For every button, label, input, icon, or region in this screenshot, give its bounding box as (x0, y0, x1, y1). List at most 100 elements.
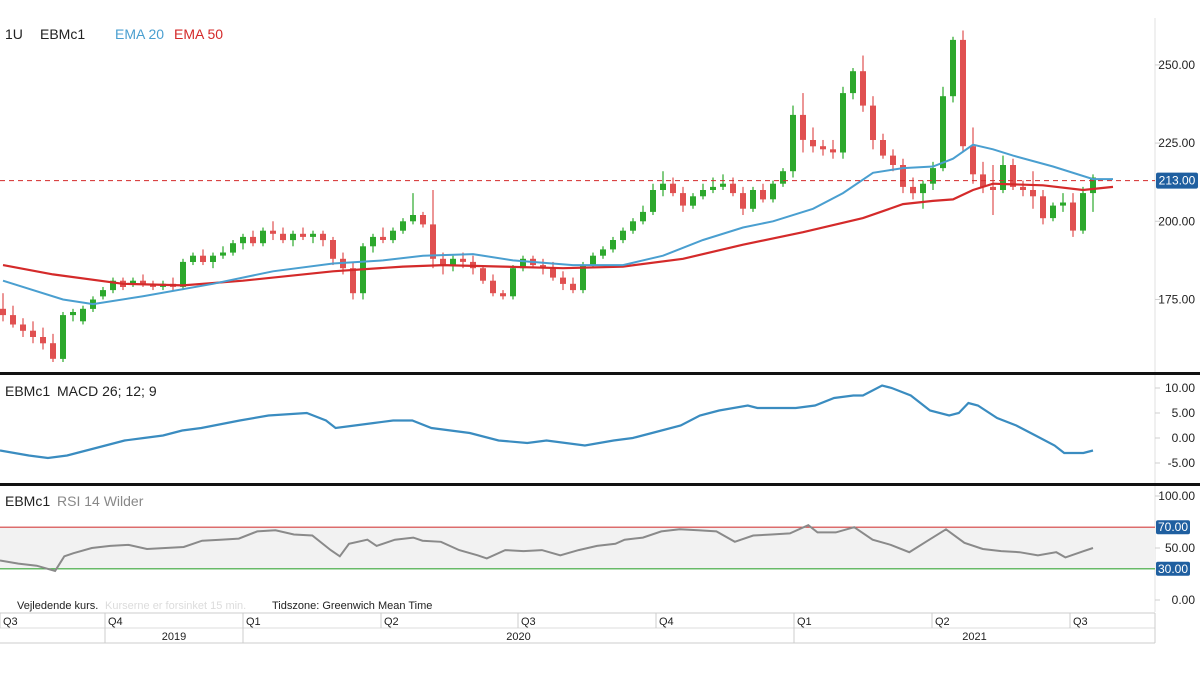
candle-up (410, 215, 416, 222)
candle-down (1020, 186, 1026, 190)
ema-20-legend[interactable]: EMA 20 (115, 26, 164, 42)
macd-y-axis: -5.00 0.00 5.00 10.00 (1155, 381, 1195, 470)
candle-down (880, 140, 886, 156)
candle-up (750, 190, 756, 209)
candle-up (620, 230, 626, 241)
price-panel: 175.00 200.00 225.00 250.00 213.00 1U EBMc1… (0, 18, 1198, 372)
candle-up (790, 114, 796, 172)
candle-up (190, 255, 196, 262)
candle-up (840, 93, 846, 153)
candle-up (780, 171, 786, 184)
candle-up (1060, 202, 1066, 206)
candle-up (180, 261, 186, 287)
candle-up (390, 230, 396, 241)
year-label: 2019 (162, 631, 186, 643)
candle-down (1040, 196, 1046, 219)
candle-up (220, 252, 226, 256)
candle-up (240, 236, 246, 244)
candle-up (110, 280, 116, 291)
rsi-lower-label: 30.00 (1158, 562, 1188, 576)
rsi-lower-tag (1156, 561, 1190, 576)
candle-up (290, 233, 296, 241)
panel-divider[interactable] (0, 372, 1200, 375)
candle-down (280, 233, 286, 241)
macd-panel: -5.00 0.00 5.00 10.00 EBMc1 MACD 26; 12; 9 (0, 375, 1195, 483)
last-price-label: 213.00 (1159, 174, 1196, 188)
candle-down (830, 149, 836, 153)
candle-down (50, 343, 56, 359)
candle-up (60, 315, 66, 359)
candle-up (260, 230, 266, 244)
ema-50-legend[interactable]: EMA 50 (174, 26, 223, 42)
candle-down (320, 233, 326, 241)
timezone-label: Tidszone: Greenwich Mean Time (272, 600, 432, 612)
candle-up (450, 258, 456, 266)
interval-label[interactable]: 1U (5, 26, 23, 42)
candle-up (310, 233, 316, 237)
y-tick-label: 200.00 (1158, 214, 1195, 228)
candle-up (70, 312, 76, 316)
panel-divider[interactable] (0, 483, 1200, 486)
y-tick-label: -5.00 (1168, 456, 1196, 470)
rsi-y-axis: 0.00 50.00 100.00 (1155, 489, 1195, 607)
candle-down (560, 277, 566, 284)
candle-up (660, 183, 666, 190)
candle-down (550, 268, 556, 278)
candle-down (330, 240, 336, 259)
candle-up (1000, 165, 1006, 190)
candle-down (820, 146, 826, 150)
time-axis: Q3 Q4 Q1 Q2 Q3 Q4 Q1 Q2 Q3 2019 2020 2021 (0, 612, 1156, 644)
candle-up (850, 71, 856, 94)
candle-up (590, 255, 596, 266)
candle-up (1050, 205, 1056, 219)
candle-up (640, 211, 646, 222)
macd-label: MACD 26; 12; 9 (57, 383, 157, 399)
candle-down (200, 255, 206, 262)
candle-down (140, 280, 146, 284)
candle-down (270, 230, 276, 234)
candle-down (670, 183, 676, 194)
y-tick-label: 175.00 (1158, 292, 1195, 306)
candle-down (900, 165, 906, 187)
candle-down (490, 280, 496, 294)
y-tick-label: 0.00 (1172, 593, 1196, 607)
rsi-line (0, 523, 1094, 573)
candle-down (890, 155, 896, 165)
candle-down (40, 337, 46, 344)
candle-down (740, 193, 746, 209)
quarter-label: Q3 (521, 616, 536, 628)
candle-down (730, 183, 736, 194)
y-tick-label: 250.00 (1158, 58, 1195, 72)
candle-down (20, 324, 26, 331)
candle-down (810, 140, 816, 147)
candle-up (230, 243, 236, 253)
candle-up (710, 186, 716, 190)
candle-up (700, 190, 706, 197)
candle-down (800, 114, 806, 140)
candle-up (690, 196, 696, 206)
candle-up (930, 168, 936, 184)
candle-up (100, 290, 106, 297)
rsi-upper-label: 70.00 (1158, 520, 1188, 534)
rsi-symbol-label: EBMc1 (5, 493, 50, 509)
quarter-label: Q2 (935, 616, 950, 628)
candle-down (760, 190, 766, 200)
quarter-label: Q1 (246, 616, 261, 628)
candle-down (570, 283, 576, 291)
candle-up (940, 96, 946, 169)
candle-down (380, 236, 386, 240)
candle-up (1080, 193, 1086, 231)
candle-down (250, 236, 256, 244)
candle-up (920, 183, 926, 194)
candle-up (650, 190, 656, 212)
candle-down (500, 293, 506, 297)
candle-down (480, 268, 486, 281)
ema-20-line (2, 143, 1113, 306)
y-tick-label: 0.00 (1172, 431, 1196, 445)
rsi-band (0, 527, 1155, 569)
candle-down (960, 39, 966, 147)
candle-up (770, 183, 776, 200)
candle-up (210, 255, 216, 262)
candle-up (80, 308, 86, 322)
